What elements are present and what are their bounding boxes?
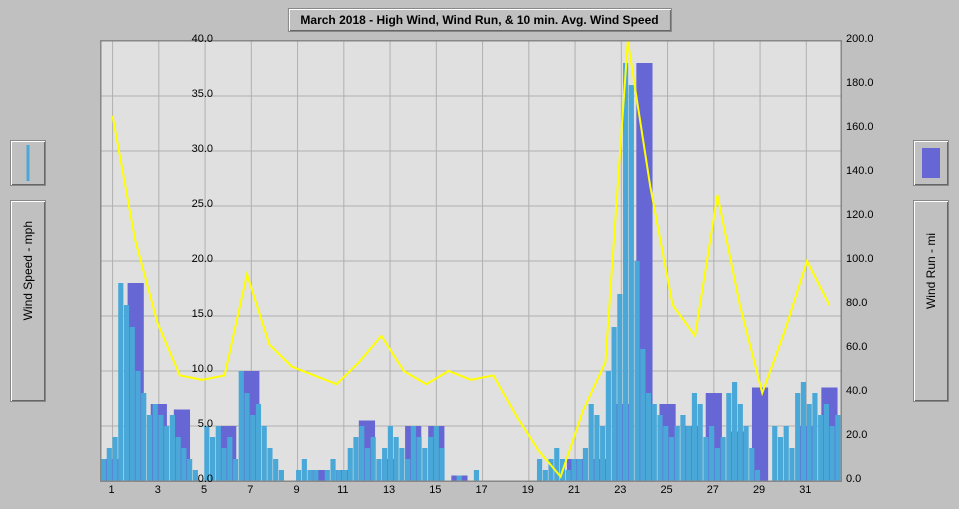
y-right-tick: 160.0 bbox=[846, 121, 886, 133]
y-left-tick: 15.0 bbox=[177, 308, 213, 320]
y-right-tick: 40.0 bbox=[846, 385, 886, 397]
x-tick: 7 bbox=[240, 484, 260, 496]
axis-right-label: Wind Run - mi bbox=[924, 233, 938, 309]
y-left-tick: 5.0 bbox=[177, 418, 213, 430]
x-tick: 21 bbox=[564, 484, 584, 496]
y-right-tick: 120.0 bbox=[846, 209, 886, 221]
x-tick: 31 bbox=[795, 484, 815, 496]
y-left-tick: 40.0 bbox=[177, 33, 213, 45]
chart-title-text: March 2018 - High Wind, Wind Run, & 10 m… bbox=[300, 13, 658, 27]
axis-left-label: Wind Speed - mph bbox=[21, 221, 35, 320]
y-right-tick: 180.0 bbox=[846, 77, 886, 89]
y-right-tick: 100.0 bbox=[846, 253, 886, 265]
y-right-tick: 140.0 bbox=[846, 165, 886, 177]
x-tick: 19 bbox=[518, 484, 538, 496]
y-left-tick: 20.0 bbox=[177, 253, 213, 265]
x-tick: 15 bbox=[425, 484, 445, 496]
axis-left-label-box: Wind Speed - mph bbox=[10, 200, 46, 402]
x-tick: 23 bbox=[610, 484, 630, 496]
x-tick: 13 bbox=[379, 484, 399, 496]
axis-right-label-box: Wind Run - mi bbox=[913, 200, 949, 402]
y-left-tick: 10.0 bbox=[177, 363, 213, 375]
chart-root: March 2018 - High Wind, Wind Run, & 10 m… bbox=[0, 0, 959, 509]
legend-swatch-line bbox=[10, 140, 46, 186]
y-right-tick: 20.0 bbox=[846, 429, 886, 441]
x-tick: 27 bbox=[703, 484, 723, 496]
x-tick: 5 bbox=[194, 484, 214, 496]
y-left-tick: 35.0 bbox=[177, 88, 213, 100]
x-tick: 29 bbox=[749, 484, 769, 496]
y-right-tick: 200.0 bbox=[846, 33, 886, 45]
y-right-tick: 60.0 bbox=[846, 341, 886, 353]
x-tick: 9 bbox=[287, 484, 307, 496]
x-tick: 25 bbox=[657, 484, 677, 496]
y-right-tick: 80.0 bbox=[846, 297, 886, 309]
chart-title: March 2018 - High Wind, Wind Run, & 10 m… bbox=[287, 8, 671, 32]
x-tick: 1 bbox=[102, 484, 122, 496]
y-left-tick: 30.0 bbox=[177, 143, 213, 155]
y-right-tick: 0.0 bbox=[846, 473, 886, 485]
x-tick: 3 bbox=[148, 484, 168, 496]
x-tick: 11 bbox=[333, 484, 353, 496]
y-left-tick: 25.0 bbox=[177, 198, 213, 210]
legend-swatch-bar bbox=[913, 140, 949, 186]
x-tick: 17 bbox=[472, 484, 492, 496]
